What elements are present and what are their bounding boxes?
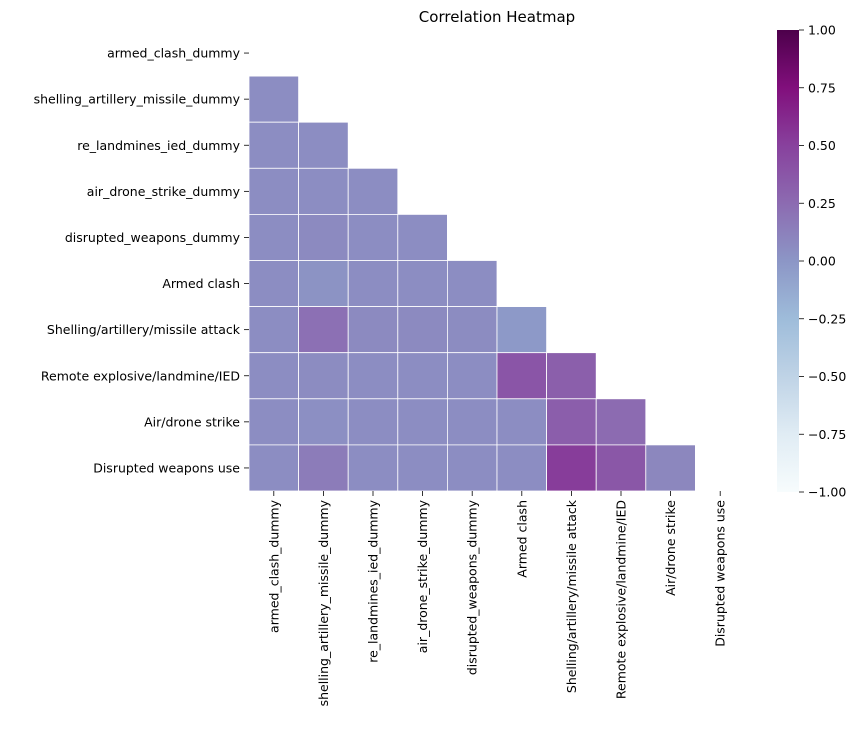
heatmap-cell: [298, 121, 349, 169]
heatmap-cell: [496, 444, 547, 492]
heatmap-cell: [397, 260, 448, 307]
heatmap-cell: [397, 213, 448, 261]
heatmap-cell: [248, 398, 299, 446]
heatmap-cell: [248, 121, 299, 169]
column-label: Disrupted weapons use: [713, 500, 728, 647]
row-label: Shelling/artillery/missile attack: [47, 322, 241, 337]
colorbar-tick-label: −0.50: [808, 369, 846, 384]
heatmap-cell: [397, 306, 448, 354]
heatmap-cell: [496, 352, 547, 400]
row-labels: armed_clash_dummy shelling_artillery_miss…: [34, 46, 249, 475]
heatmap-cell: [298, 398, 349, 446]
column-label: Shelling/artillery/missile attack: [564, 499, 579, 693]
heatmap-cell: [298, 444, 349, 492]
heatmap-cell: [298, 260, 349, 307]
heatmap-cell: [645, 444, 696, 492]
column-label: Remote explosive/landmine/IED: [614, 500, 629, 699]
row-label: Remote explosive/landmine/IED: [41, 368, 240, 383]
heatmap-cell: [248, 260, 299, 307]
heatmap-cell: [446, 352, 498, 400]
colorbar-tick-label: 0.75: [808, 80, 836, 95]
heatmap-cell: [347, 167, 399, 215]
heatmap-cell: [546, 352, 597, 400]
column-label: shelling_artillery_missile_dummy: [316, 499, 331, 706]
heatmap-cell: [546, 444, 597, 492]
heatmap-cell: [248, 213, 299, 261]
column-label: disrupted_weapons_dummy: [465, 499, 480, 675]
colorbar-tick-label: −1.00: [808, 485, 846, 500]
column-label: Armed clash: [514, 500, 529, 578]
column-labels: armed_clash_dummy shelling_artillery_miss…: [266, 491, 728, 706]
heatmap-cell: [347, 398, 399, 446]
heatmap-cell: [347, 306, 399, 354]
column-label: Air/drone strike: [663, 500, 678, 596]
heatmap-cell: [248, 75, 299, 123]
heatmap-cell: [347, 352, 399, 400]
colorbar-tick-label: −0.75: [808, 427, 846, 442]
heatmap-cell: [248, 306, 299, 354]
heatmap-cell: [595, 398, 647, 446]
heatmap-cell: [397, 352, 448, 400]
heatmap-cell: [446, 306, 498, 354]
heatmap-cell: [298, 167, 349, 215]
colorbar-tick-label: 0.00: [808, 254, 836, 269]
row-label: armed_clash_dummy: [107, 46, 241, 61]
heatmap-cells: [248, 75, 696, 492]
column-label: re_landmines_ied_dummy: [366, 499, 381, 662]
heatmap-cell: [546, 398, 597, 446]
heatmap-cell: [347, 444, 399, 492]
heatmap-cell: [347, 260, 399, 307]
column-label: air_drone_strike_dummy: [415, 499, 430, 653]
heatmap-cell: [446, 398, 498, 446]
row-label: re_landmines_ied_dummy: [77, 138, 240, 153]
heatmap-cell: [446, 444, 498, 492]
row-label: air_drone_strike_dummy: [87, 184, 241, 199]
colorbar: 1.00 0.75 0.50 0.25 0.00 −0.25 −0.50 −0.75 −1.00: [777, 23, 846, 500]
row-label: shelling_artillery_missile_dummy: [34, 92, 241, 107]
heatmap-cell: [397, 444, 448, 492]
row-label: Disrupted weapons use: [93, 460, 240, 475]
column-label: armed_clash_dummy: [266, 499, 281, 633]
colorbar-tick-label: 1.00: [808, 23, 836, 38]
row-label: disrupted_weapons_dummy: [65, 230, 241, 245]
heatmap-cell: [298, 306, 349, 354]
heatmap-cell: [298, 213, 349, 261]
colorbar-tick-label: 0.50: [808, 138, 836, 153]
row-label: Air/drone strike: [144, 414, 240, 429]
heatmap-cell: [347, 213, 399, 261]
heatmap-cell: [248, 352, 299, 400]
heatmap-cell: [496, 306, 547, 354]
colorbar-ticks: 1.00 0.75 0.50 0.25 0.00 −0.25 −0.50 −0.75 −1.00: [799, 23, 846, 500]
heatmap-cell: [446, 260, 498, 307]
colorbar-gradient: [777, 30, 799, 492]
heatmap-cell: [397, 398, 448, 446]
heatmap-cell: [496, 398, 547, 446]
heatmap-cell: [595, 444, 647, 492]
heatmap-cell: [248, 167, 299, 215]
heatmap-cell: [298, 352, 349, 400]
heatmap-cell: [248, 444, 299, 492]
colorbar-tick-label: 0.25: [808, 196, 836, 211]
colorbar-tick-label: −0.25: [808, 311, 846, 326]
chart-title: Correlation Heatmap: [419, 8, 575, 26]
row-label: Armed clash: [162, 276, 240, 291]
